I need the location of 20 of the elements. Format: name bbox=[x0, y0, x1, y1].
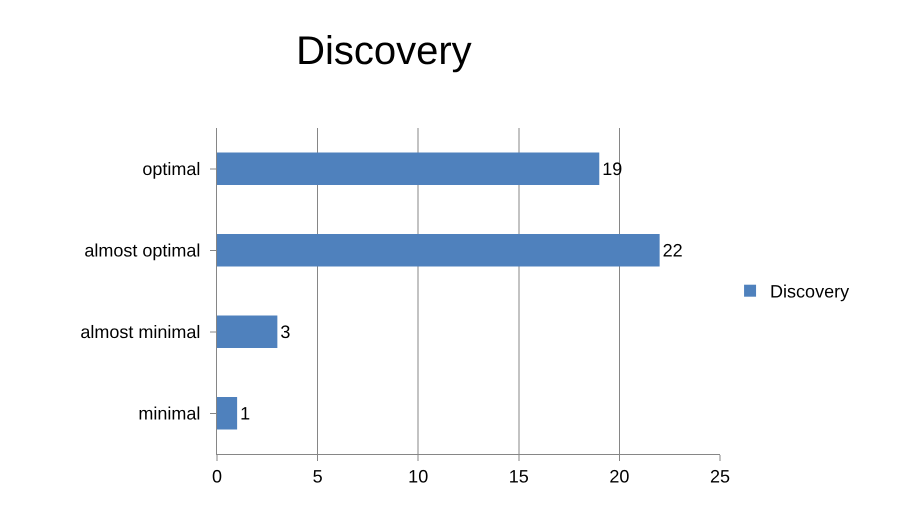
y-tick-label: almost minimal bbox=[80, 322, 200, 342]
y-tick-label: almost optimal bbox=[84, 240, 200, 261]
legend-label: Discovery bbox=[770, 282, 850, 302]
x-tick-label: 15 bbox=[508, 466, 529, 487]
data-label: 1 bbox=[240, 403, 250, 424]
x-tick-label: 10 bbox=[408, 466, 428, 487]
x-tick-label: 25 bbox=[710, 466, 730, 487]
bar bbox=[217, 396, 238, 430]
y-tick-label: minimal bbox=[138, 404, 200, 424]
y-tick-label: optimal bbox=[142, 159, 200, 180]
x-tick-label: 20 bbox=[609, 466, 630, 487]
bar bbox=[217, 315, 278, 348]
x-tick-label: 0 bbox=[212, 466, 222, 487]
data-label: 22 bbox=[662, 240, 683, 260]
bar bbox=[217, 234, 660, 267]
data-label: 3 bbox=[280, 322, 290, 342]
chart-title: Discovery bbox=[296, 29, 472, 74]
bar bbox=[217, 152, 600, 186]
x-tick-label: 5 bbox=[312, 466, 323, 487]
data-label: 19 bbox=[602, 158, 622, 179]
